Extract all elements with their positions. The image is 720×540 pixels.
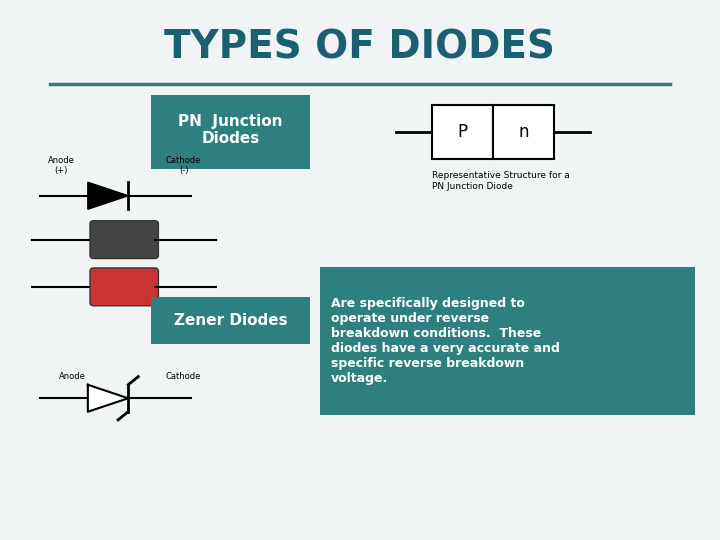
FancyBboxPatch shape xyxy=(90,221,158,259)
FancyBboxPatch shape xyxy=(151,297,310,345)
Text: PN  Junction
Diodes: PN Junction Diodes xyxy=(178,114,283,146)
Polygon shape xyxy=(88,183,128,209)
FancyBboxPatch shape xyxy=(320,267,695,415)
Text: Representative Structure for a
PN Junction Diode: Representative Structure for a PN Juncti… xyxy=(432,171,570,191)
Bar xyxy=(432,105,493,159)
Text: P: P xyxy=(457,123,467,140)
Text: Anode: Anode xyxy=(58,372,86,381)
FancyBboxPatch shape xyxy=(151,94,310,168)
Polygon shape xyxy=(88,384,128,411)
Text: Anode
(+): Anode (+) xyxy=(48,156,75,175)
Text: TYPES OF DIODES: TYPES OF DIODES xyxy=(164,28,556,66)
Bar xyxy=(493,105,554,159)
Text: n: n xyxy=(518,123,528,140)
Text: Zener Diodes: Zener Diodes xyxy=(174,313,287,328)
Text: Are specifically designed to
operate under reverse
breakdown conditions.  These
: Are specifically designed to operate und… xyxy=(331,297,560,385)
FancyBboxPatch shape xyxy=(90,268,158,306)
Text: Cathode: Cathode xyxy=(166,372,202,381)
Text: Cathode
(-): Cathode (-) xyxy=(166,156,202,175)
